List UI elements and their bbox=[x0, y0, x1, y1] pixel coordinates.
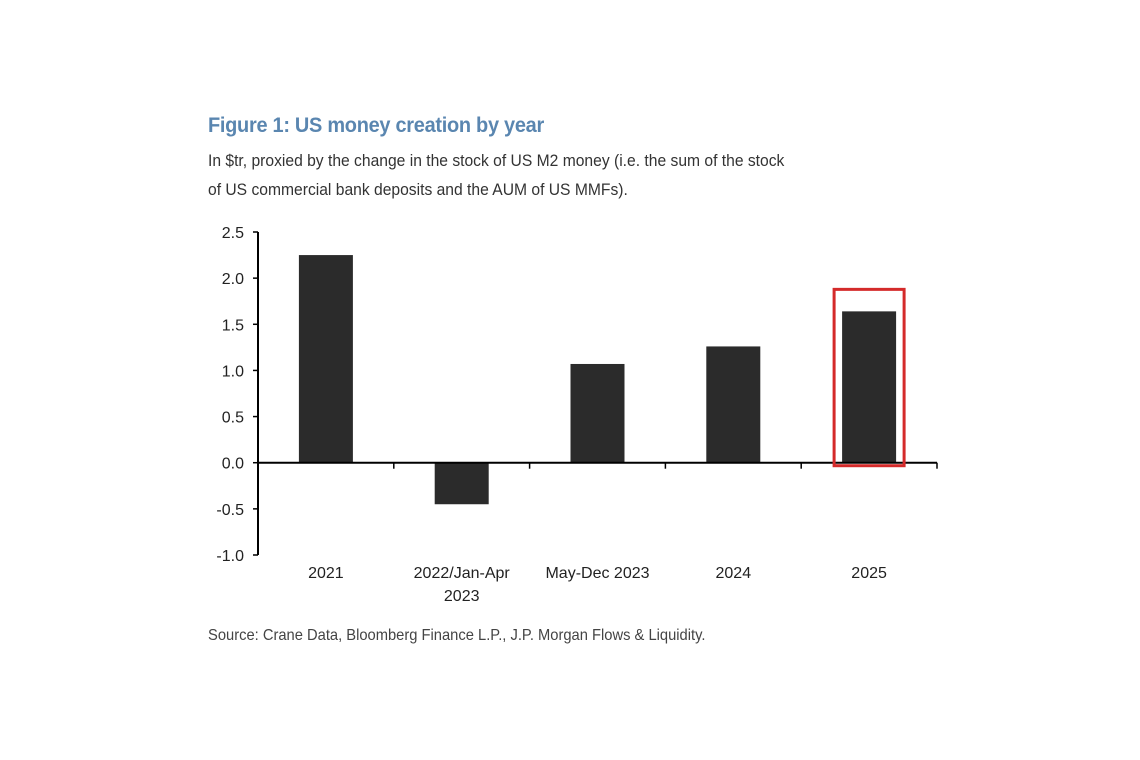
x-tick-label: 2025 bbox=[851, 565, 887, 582]
x-tick-label: 2023 bbox=[444, 588, 480, 605]
x-tick-label: 2021 bbox=[308, 565, 344, 582]
y-tick-label: -1.0 bbox=[216, 548, 244, 565]
bar bbox=[434, 462, 489, 505]
y-tick-label: 0.0 bbox=[222, 456, 244, 473]
chart-source: Source: Crane Data, Bloomberg Finance L.… bbox=[208, 627, 706, 644]
x-tick-label: May-Dec 2023 bbox=[545, 565, 649, 582]
bar bbox=[570, 363, 625, 463]
highlight-box bbox=[832, 287, 906, 468]
bar bbox=[842, 311, 897, 463]
y-tick-label: 1.5 bbox=[222, 317, 244, 334]
bar bbox=[706, 346, 761, 463]
chart-title: Figure 1: US money creation by year bbox=[208, 114, 544, 137]
y-tick-label: -0.5 bbox=[216, 502, 244, 519]
chart-subtitle-line-1: In $tr, proxied by the change in the sto… bbox=[208, 151, 785, 170]
y-tick-label: 1.0 bbox=[222, 363, 244, 380]
y-tick-label: 2.0 bbox=[222, 271, 244, 288]
x-tick-label: 2022/Jan-Apr bbox=[414, 565, 511, 582]
x-tick-label: 2024 bbox=[716, 565, 752, 582]
y-tick-label: 0.5 bbox=[222, 410, 244, 427]
y-tick-label: 2.5 bbox=[222, 225, 244, 242]
chart-subtitle-line-2: of US commercial bank deposits and the A… bbox=[208, 180, 628, 199]
bar bbox=[298, 255, 353, 463]
